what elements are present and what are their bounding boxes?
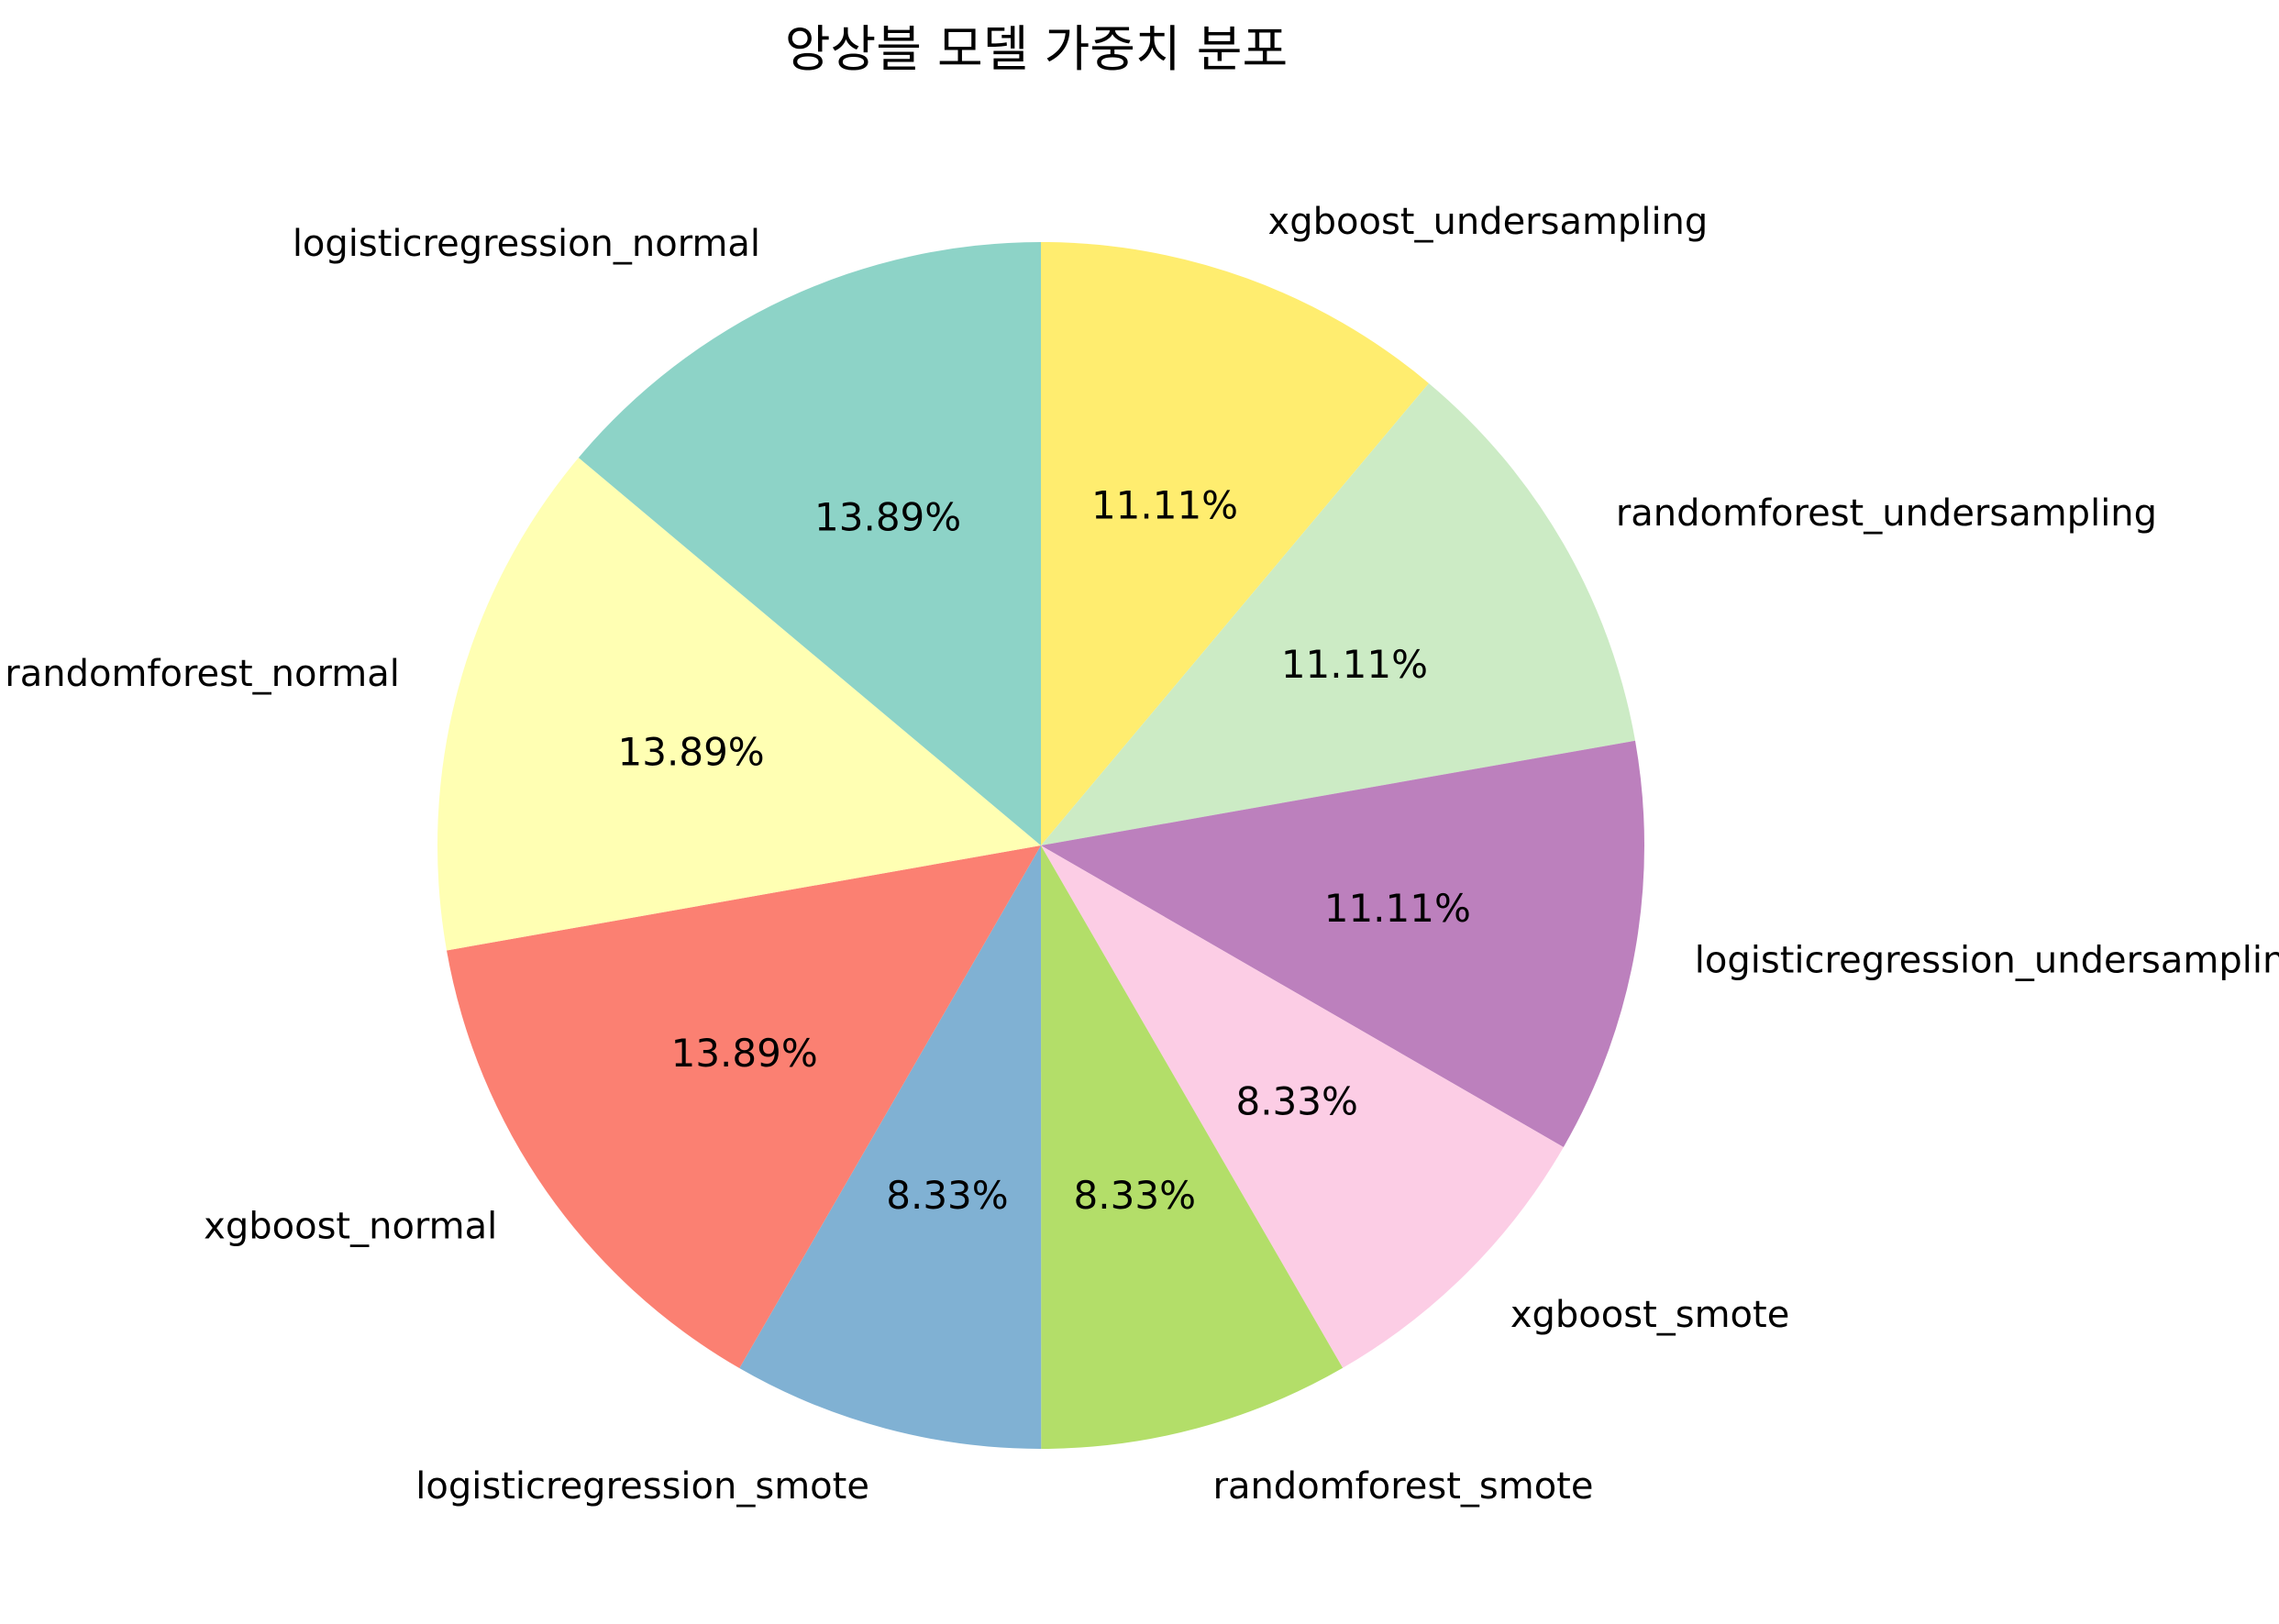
percent-label-xgboost-normal: 13.89%	[671, 1031, 818, 1076]
percent-label-xgboost-smote: 8.33%	[1235, 1079, 1357, 1124]
slice-label-xgboost-smote: xgboost_smote	[1510, 1294, 1790, 1336]
slice-label-logisticregression-normal: logisticregression_normal	[293, 223, 760, 265]
slice-label-logisticregression-smote: logisticregression_smote	[415, 1465, 869, 1508]
pie-slice-randomforest-normal	[437, 458, 1042, 951]
pie-slice-randomforest-undersampling	[1041, 382, 1635, 845]
percent-label-logisticregression-undersampling: 11.11%	[1324, 886, 1471, 931]
percent-label-logisticregression-smote: 8.33%	[886, 1173, 1008, 1218]
chart-title: 앙상블 모델 가중치 분포	[785, 20, 1288, 78]
pie-slice-xgboost-normal	[447, 845, 1041, 1368]
pie-slice-randomforest-smote	[1041, 845, 1344, 1449]
pie-slice-xgboost-smote	[1041, 845, 1564, 1368]
slice-label-randomforest-normal: randomforest_normal	[5, 653, 400, 695]
pie-slice-logisticregression-undersampling	[1041, 740, 1644, 1147]
percent-label-randomforest-smote: 8.33%	[1074, 1173, 1196, 1218]
percent-label-randomforest-undersampling: 11.11%	[1281, 642, 1428, 687]
pie-slice-logisticregression-smote	[739, 845, 1042, 1449]
percent-label-randomforest-normal: 13.89%	[618, 729, 765, 774]
slice-label-logisticregression-undersampling: logisticregression_undersampling	[1695, 940, 2279, 982]
pie-slice-logisticregression-normal	[578, 242, 1041, 845]
pie-slice-xgboost-undersampling	[1041, 242, 1429, 845]
slice-label-randomforest-smote: randomforest_smote	[1213, 1465, 1594, 1508]
percent-label-xgboost-undersampling: 11.11%	[1091, 483, 1238, 528]
percent-labels: 11.11% 11.11% 11.11% 8.33% 8.33% 8.33% 13.89% 1…	[618, 483, 1471, 1218]
slice-label-xgboost-normal: xgboost_normal	[204, 1205, 497, 1247]
slice-labels: xgboost_undersampling randomforest_unders…	[5, 201, 2279, 1508]
slice-label-xgboost-undersampling: xgboost_undersampling	[1268, 201, 1709, 243]
percent-label-logisticregression-normal: 13.89%	[814, 495, 961, 540]
slice-label-randomforest-undersampling: randomforest_undersampling	[1616, 492, 2157, 535]
pie-slices	[437, 242, 1644, 1449]
